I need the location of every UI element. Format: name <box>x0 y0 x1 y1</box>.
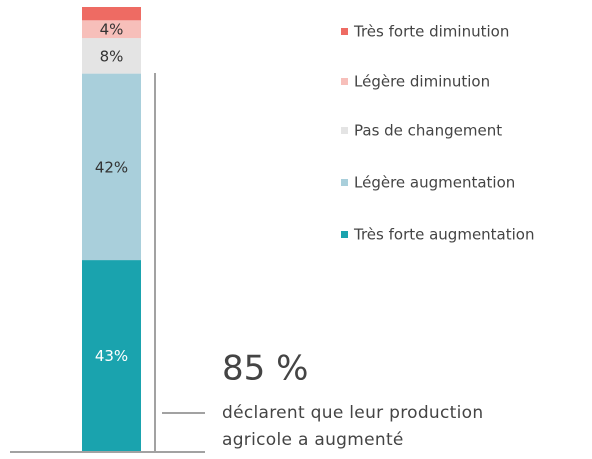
value-label: 8% <box>100 47 124 65</box>
bar-segment <box>82 38 141 74</box>
legend-label: Très forte augmentation <box>353 226 534 244</box>
legend-label: Pas de changement <box>354 122 502 140</box>
annotation-line: déclarent que leur production <box>222 403 483 423</box>
bar-segment <box>82 260 141 451</box>
bar-segment <box>82 7 141 21</box>
legend-label: Légère diminution <box>354 73 490 91</box>
legend-swatch <box>341 127 348 134</box>
bar-segment <box>82 73 141 261</box>
annotation-headline: 85 % <box>222 349 308 389</box>
legend-swatch <box>341 78 348 85</box>
legend-swatch <box>341 179 348 186</box>
value-label: 4% <box>100 21 124 39</box>
bar-segment <box>82 20 141 39</box>
value-label: 42% <box>95 158 128 176</box>
legend-label: Très forte diminution <box>353 23 509 41</box>
legend-swatch <box>341 28 348 35</box>
value-label: 43% <box>95 347 128 365</box>
legend-swatch <box>341 231 348 238</box>
annotation-line: agricole a augmenté <box>222 430 404 450</box>
legend-label: Légère augmentation <box>354 174 515 192</box>
